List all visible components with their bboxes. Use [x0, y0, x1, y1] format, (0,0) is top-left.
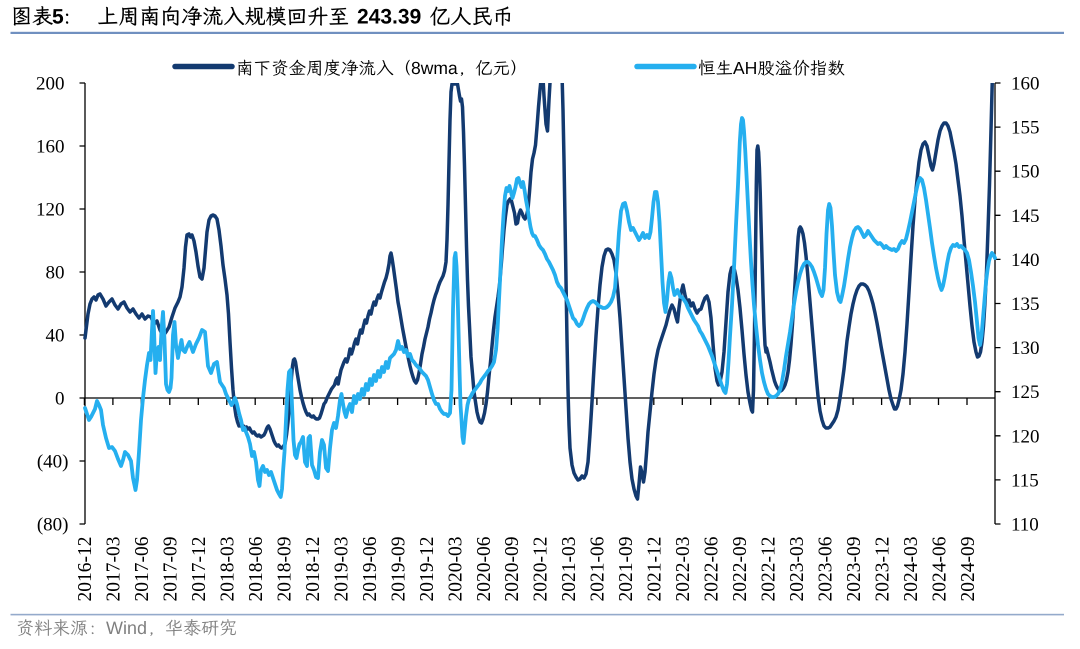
- svg-text:0: 0: [55, 389, 65, 410]
- svg-text:150: 150: [1011, 162, 1040, 183]
- svg-text:2024-09: 2024-09: [958, 537, 979, 602]
- svg-text:2023-06: 2023-06: [815, 536, 836, 601]
- svg-text:2017-03: 2017-03: [104, 537, 125, 602]
- svg-text:2022-09: 2022-09: [730, 537, 751, 602]
- svg-text:2022-03: 2022-03: [673, 537, 694, 602]
- svg-text:2019-06: 2019-06: [360, 536, 381, 601]
- svg-text:130: 130: [1011, 338, 1040, 359]
- svg-text:2017-06: 2017-06: [132, 536, 153, 601]
- svg-text:155: 155: [1011, 118, 1040, 139]
- svg-text:2021-12: 2021-12: [645, 537, 666, 602]
- svg-text:2019-12: 2019-12: [417, 537, 438, 602]
- svg-text:125: 125: [1011, 382, 1040, 403]
- svg-text:115: 115: [1011, 470, 1039, 491]
- svg-text:120: 120: [1011, 426, 1040, 447]
- svg-text:2023-09: 2023-09: [844, 537, 865, 602]
- svg-text:120: 120: [36, 200, 65, 221]
- svg-text:145: 145: [1011, 206, 1040, 227]
- svg-text:2020-09: 2020-09: [502, 537, 523, 602]
- svg-text:2021-03: 2021-03: [559, 537, 580, 602]
- svg-text:2017-12: 2017-12: [189, 537, 210, 602]
- svg-text:160: 160: [36, 137, 65, 158]
- svg-text:2020-03: 2020-03: [445, 537, 466, 602]
- svg-text:(80): (80): [37, 515, 69, 536]
- svg-text:2018-03: 2018-03: [218, 537, 239, 602]
- svg-text:2018-09: 2018-09: [275, 537, 296, 602]
- svg-text:110: 110: [1011, 515, 1039, 536]
- svg-text:2021-06: 2021-06: [588, 536, 609, 601]
- svg-text:2024-06: 2024-06: [929, 536, 950, 601]
- svg-text:2018-12: 2018-12: [303, 537, 324, 602]
- svg-text:2023-03: 2023-03: [787, 537, 808, 602]
- svg-text:(40): (40): [37, 452, 69, 473]
- svg-text:160: 160: [1011, 74, 1040, 95]
- svg-text:2024-03: 2024-03: [901, 537, 922, 602]
- svg-text:135: 135: [1011, 294, 1040, 315]
- svg-text:2022-12: 2022-12: [759, 537, 780, 602]
- svg-text:140: 140: [1011, 250, 1040, 271]
- svg-text:2018-06: 2018-06: [246, 536, 267, 601]
- svg-text:2020-06: 2020-06: [474, 536, 495, 601]
- svg-text:2022-06: 2022-06: [702, 536, 723, 601]
- svg-text:2019-09: 2019-09: [388, 537, 409, 602]
- svg-text:2023-12: 2023-12: [872, 537, 893, 602]
- svg-text:80: 80: [46, 263, 65, 284]
- svg-text:2016-12: 2016-12: [75, 537, 96, 602]
- svg-text:2019-03: 2019-03: [331, 537, 352, 602]
- svg-text:200: 200: [36, 74, 65, 95]
- svg-text:2017-09: 2017-09: [161, 537, 182, 602]
- svg-text:40: 40: [46, 326, 65, 347]
- svg-text:2021-09: 2021-09: [616, 537, 637, 602]
- svg-text:2020-12: 2020-12: [531, 537, 552, 602]
